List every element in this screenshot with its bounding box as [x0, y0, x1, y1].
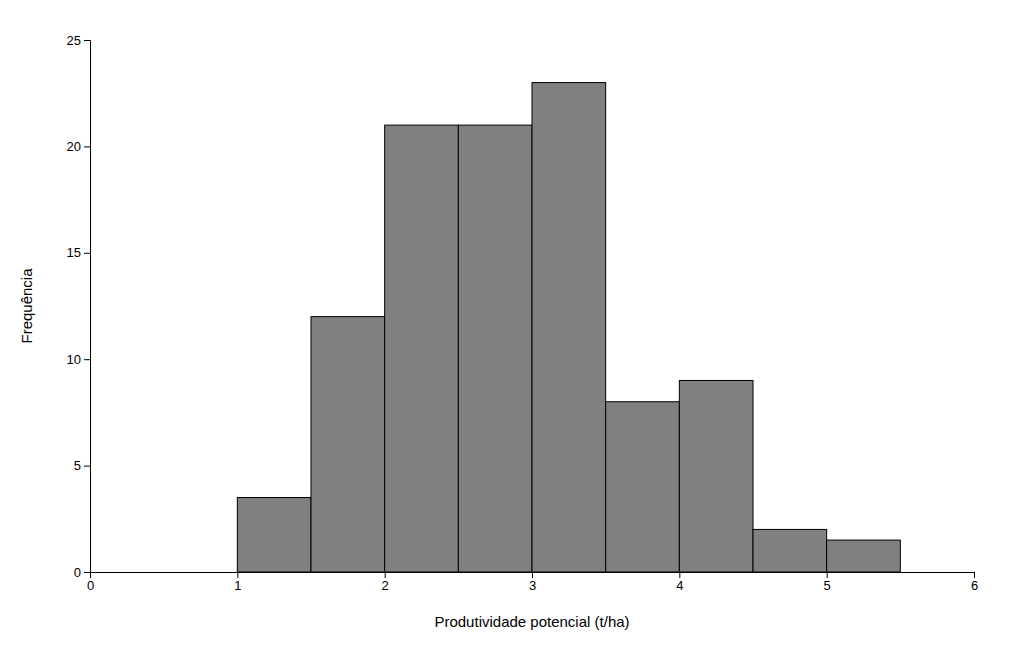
y-tick: 15	[67, 245, 90, 260]
y-axis-line	[84, 41, 91, 573]
x-tick: 1	[234, 572, 241, 593]
y-axis-title: Frequência	[18, 268, 35, 344]
y-tick-label: 15	[67, 245, 81, 260]
bar	[606, 402, 680, 572]
y-tick-mark	[84, 40, 90, 41]
y-tick: 5	[74, 458, 90, 473]
bar	[458, 125, 532, 572]
x-tick-mark	[532, 572, 533, 578]
x-tick: 2	[382, 572, 389, 593]
y-tick-mark	[84, 466, 90, 467]
x-axis-title: Produtividade potencial (t/ha)	[434, 613, 629, 630]
x-axis: 0 1 2 3 4 5 6	[87, 572, 978, 593]
x-tick-mark	[679, 572, 680, 578]
bar	[385, 125, 459, 572]
y-tick-label: 0	[74, 565, 81, 580]
x-tick: 0	[87, 572, 94, 593]
y-tick: 10	[67, 352, 90, 367]
bar	[532, 83, 606, 572]
y-axis: 0 5 10 15 20 25	[67, 33, 91, 580]
x-tick: 4	[676, 572, 683, 593]
x-tick-label: 2	[382, 578, 389, 593]
x-tick-label: 1	[234, 578, 241, 593]
x-tick: 5	[824, 572, 831, 593]
y-tick-mark	[84, 146, 90, 147]
bar	[311, 317, 385, 572]
x-tick-label: 3	[529, 578, 536, 593]
x-tick-label: 0	[87, 578, 94, 593]
x-tick-mark	[827, 572, 828, 578]
y-tick-label: 10	[67, 352, 81, 367]
y-tick-mark	[84, 253, 90, 254]
y-tick-mark	[84, 359, 90, 360]
y-tick-label: 25	[67, 33, 81, 48]
y-tick-label: 20	[67, 139, 81, 154]
y-tick: 25	[67, 33, 90, 48]
y-tick: 0	[74, 565, 90, 580]
x-tick-label: 4	[676, 578, 683, 593]
y-tick-label: 5	[74, 458, 81, 473]
x-tick-label: 6	[971, 578, 978, 593]
bar	[679, 380, 753, 572]
bar	[827, 540, 901, 572]
bar	[753, 529, 827, 572]
chart: 0 1 2 3 4 5 6 0 5 10 15 20 25 Produtividade potencial…	[0, 0, 1024, 652]
y-tick: 20	[67, 139, 90, 154]
x-tick-mark	[974, 572, 975, 578]
x-tick-mark	[385, 572, 386, 578]
x-tick-mark	[237, 572, 238, 578]
bars	[237, 83, 900, 572]
x-tick: 3	[529, 572, 536, 593]
plot: 0 1 2 3 4 5 6 0 5 10 15 20 25 Produtividade potencial…	[18, 33, 978, 630]
x-tick: 6	[971, 572, 978, 593]
x-axis-line	[91, 573, 975, 579]
bar	[237, 498, 311, 572]
y-tick-mark	[84, 572, 90, 573]
x-tick-label: 5	[824, 578, 831, 593]
